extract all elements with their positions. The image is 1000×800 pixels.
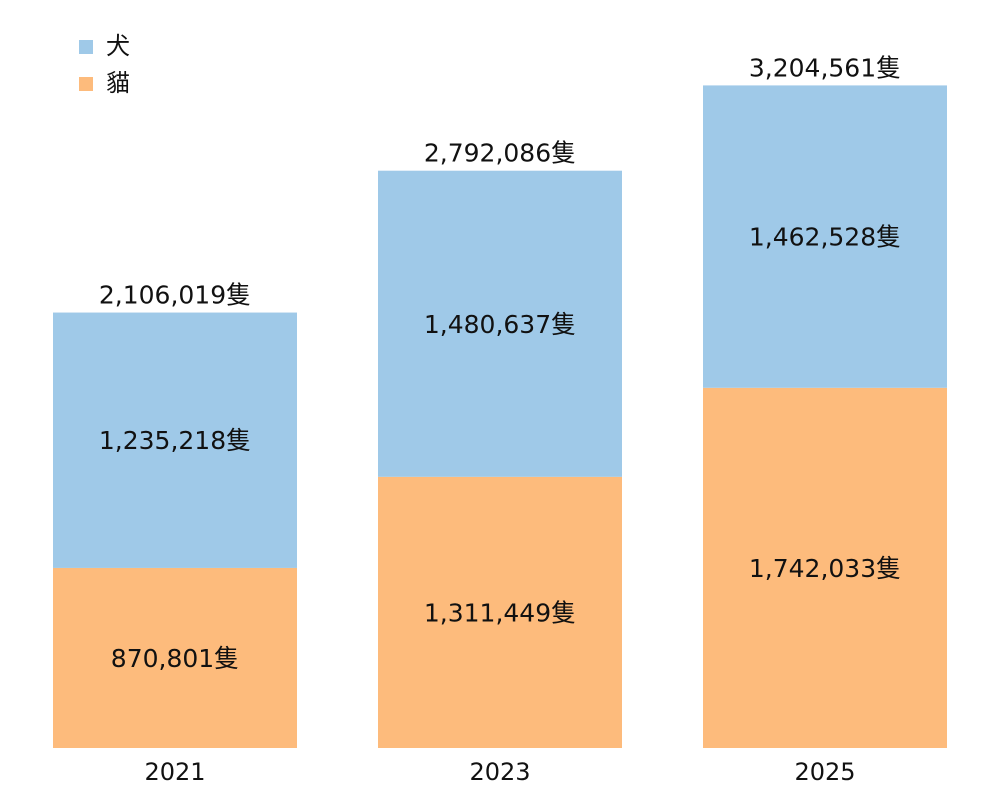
total-labels-group: 2,106,019隻 2,792,086隻 3,204,561隻 bbox=[99, 53, 901, 309]
total-label-2025: 3,204,561隻 bbox=[749, 53, 901, 82]
legend: 犬貓 bbox=[79, 32, 130, 97]
x-axis-ticks: 2021 2023 2025 bbox=[144, 758, 855, 786]
bars-group bbox=[53, 85, 947, 748]
bar-segment-2025-0 bbox=[703, 387, 947, 748]
total-label-2021: 2,106,019隻 bbox=[99, 281, 251, 310]
value-label-2023-1: 1,480,637隻 bbox=[424, 310, 576, 339]
value-labels-group: 870,801隻 1,235,218隻 1,311,449隻 1,480,637隻 1,… bbox=[99, 223, 901, 673]
value-label-2025-0: 1,742,033隻 bbox=[749, 554, 901, 583]
bar-segment-2023-1 bbox=[378, 170, 622, 477]
bar-segment-2023-0 bbox=[378, 476, 622, 748]
value-label-2021-0: 870,801隻 bbox=[111, 644, 239, 673]
value-label-2023-0: 1,311,449隻 bbox=[424, 598, 576, 627]
value-label-2021-1: 1,235,218隻 bbox=[99, 426, 251, 455]
total-label-2023: 2,792,086隻 bbox=[424, 139, 576, 168]
bar-segment-2021-1 bbox=[53, 312, 297, 568]
legend-label-0: 犬 bbox=[106, 32, 130, 60]
x-tick-label-2021: 2021 bbox=[144, 758, 205, 786]
bar-segment-2021-0 bbox=[53, 567, 297, 748]
legend-swatch-0 bbox=[79, 40, 93, 54]
bar-segment-2025-1 bbox=[703, 85, 947, 388]
x-tick-label-2023: 2023 bbox=[469, 758, 530, 786]
legend-label-1: 貓 bbox=[106, 69, 130, 97]
value-label-2025-1: 1,462,528隻 bbox=[749, 223, 901, 252]
x-tick-label-2025: 2025 bbox=[794, 758, 855, 786]
legend-swatch-1 bbox=[79, 77, 93, 91]
